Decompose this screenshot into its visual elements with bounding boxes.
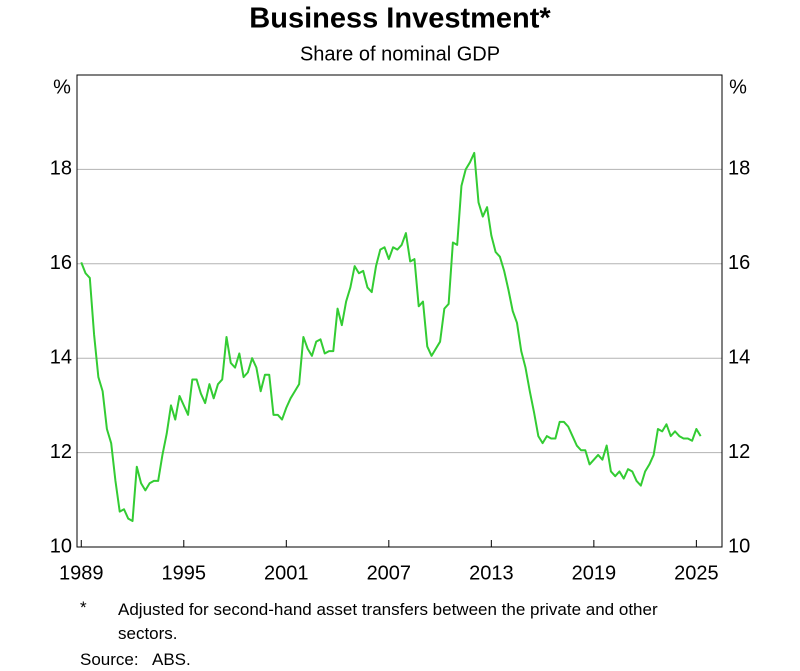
x-tick-label: 2001 bbox=[264, 562, 309, 584]
x-tick-label: 2013 bbox=[469, 562, 514, 584]
y-tick-label: 18 bbox=[50, 158, 72, 180]
y-tick-label: 12 bbox=[50, 441, 72, 463]
chart-title: Business Investment* bbox=[249, 3, 551, 35]
y-tick-label: 10 bbox=[50, 535, 72, 557]
y-axis-unit: % bbox=[53, 76, 71, 98]
y2-tick-label: 12 bbox=[728, 441, 750, 463]
footnote-marker: * bbox=[80, 598, 87, 617]
y2-tick-label: 10 bbox=[728, 535, 750, 557]
y-tick-label: 16 bbox=[50, 252, 72, 274]
x-tick-label: 2007 bbox=[367, 562, 412, 584]
y2-tick-label: 18 bbox=[728, 158, 750, 180]
x-tick-label: 2025 bbox=[674, 562, 719, 584]
chart-subtitle: Share of nominal GDP bbox=[300, 43, 500, 65]
marks bbox=[80, 151, 702, 523]
plot-frame bbox=[76, 74, 723, 548]
footnote: Adjusted for second-hand asset transfers… bbox=[118, 600, 658, 643]
y-tick-label: 14 bbox=[50, 346, 72, 368]
grid bbox=[77, 168, 722, 548]
y2-axis-unit: % bbox=[729, 76, 747, 98]
y2-tick-label: 14 bbox=[728, 346, 750, 368]
data-line bbox=[80, 151, 702, 523]
x-tick-label: 2019 bbox=[572, 562, 617, 584]
source: ABS. bbox=[152, 650, 191, 669]
y2-tick-label: 16 bbox=[728, 252, 750, 274]
chart: Business Investment* Share of nominal GD… bbox=[50, 3, 751, 585]
source-label: Source: bbox=[80, 650, 139, 669]
x-tick-label: 1989 bbox=[59, 562, 104, 584]
x-tick-label: 1995 bbox=[162, 562, 207, 584]
